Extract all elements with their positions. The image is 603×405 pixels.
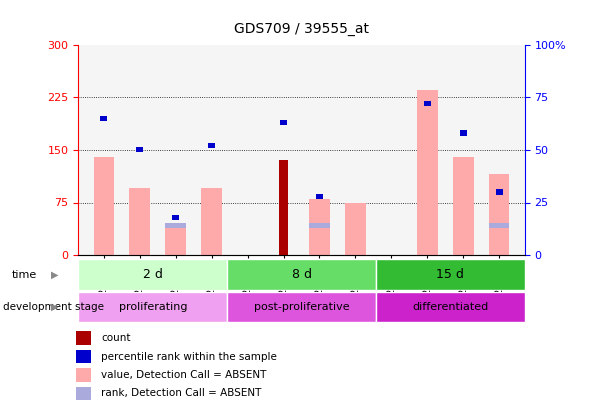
- Bar: [76, 386, 91, 401]
- Bar: [76, 331, 91, 345]
- Bar: [460, 130, 467, 136]
- Bar: [165, 227, 186, 255]
- Bar: [424, 101, 431, 106]
- Text: rank, Detection Call = ABSENT: rank, Detection Call = ABSENT: [101, 388, 262, 399]
- Bar: [490, 223, 510, 228]
- Text: proliferating: proliferating: [119, 302, 187, 312]
- Text: value, Detection Call = ABSENT: value, Detection Call = ABSENT: [101, 370, 267, 380]
- Bar: [76, 350, 91, 363]
- Text: ▶: ▶: [51, 302, 58, 312]
- Text: 15 d: 15 d: [437, 268, 464, 281]
- Bar: [78, 259, 227, 290]
- Text: 8 d: 8 d: [291, 268, 312, 281]
- Text: percentile rank within the sample: percentile rank within the sample: [101, 352, 277, 362]
- Bar: [490, 175, 510, 255]
- Text: GDS709 / 39555_at: GDS709 / 39555_at: [234, 22, 369, 36]
- Bar: [208, 143, 215, 148]
- Bar: [93, 157, 113, 255]
- Bar: [201, 188, 222, 255]
- Bar: [78, 292, 227, 322]
- Bar: [309, 223, 330, 228]
- Bar: [316, 194, 323, 199]
- Text: ▶: ▶: [51, 270, 58, 279]
- Bar: [130, 188, 150, 255]
- Text: development stage: development stage: [3, 302, 104, 312]
- Bar: [76, 368, 91, 382]
- Bar: [496, 190, 503, 195]
- Text: time: time: [12, 270, 37, 279]
- Bar: [227, 259, 376, 290]
- Bar: [280, 120, 287, 125]
- Text: count: count: [101, 333, 131, 343]
- Bar: [346, 202, 365, 255]
- Text: differentiated: differentiated: [412, 302, 488, 312]
- Bar: [279, 160, 288, 255]
- Bar: [227, 292, 376, 322]
- Bar: [417, 90, 438, 255]
- Bar: [165, 223, 186, 228]
- Bar: [453, 157, 473, 255]
- Bar: [172, 215, 179, 220]
- Text: 2 d: 2 d: [143, 268, 163, 281]
- Text: post-proliferative: post-proliferative: [254, 302, 349, 312]
- Bar: [376, 259, 525, 290]
- Bar: [376, 292, 525, 322]
- Bar: [136, 147, 143, 153]
- Bar: [309, 199, 330, 255]
- Bar: [100, 116, 107, 121]
